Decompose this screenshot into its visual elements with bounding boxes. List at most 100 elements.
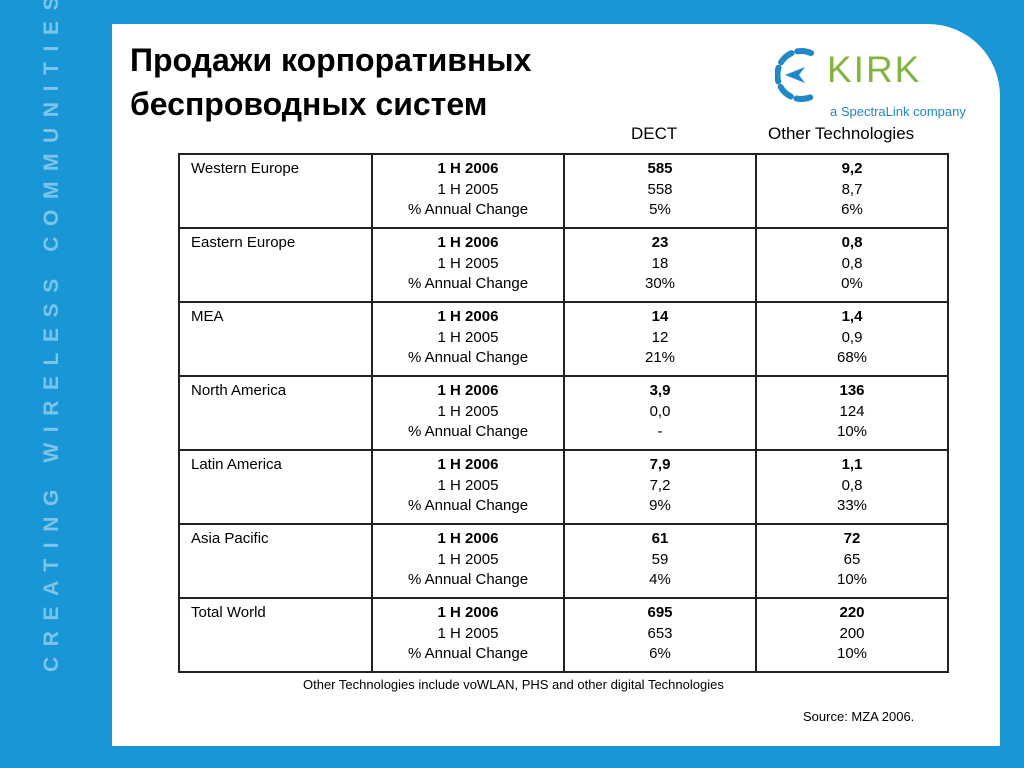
other-value: 124 (839, 402, 865, 420)
other-value: 9,2 (841, 160, 863, 177)
metric-label: 1 H 2006 (437, 160, 499, 177)
other-value: 10% (836, 571, 868, 588)
dect-value: 4% (649, 571, 671, 588)
dect-value: 558 (647, 180, 673, 198)
metric-label: 1 H 2006 (437, 456, 499, 473)
dect-value: 5% (649, 201, 671, 218)
dect-value: 61 (651, 530, 669, 547)
dect-value-cell: 23 18 30% (563, 227, 757, 303)
other-value: 0,9 (841, 328, 863, 346)
dect-value-cell: 695 653 6% (563, 597, 757, 673)
title-line-1: Продажи корпоративных (130, 42, 532, 78)
dect-value: - (657, 423, 663, 440)
table-row: North America 1 H 2006 1 H 2005 % Annual Ch… (178, 375, 949, 451)
other-value: 6% (841, 201, 863, 218)
other-value: 72 (843, 530, 861, 547)
slide-title: Продажи корпоративных беспроводных систе… (130, 38, 531, 126)
table-row: Western Europe 1 H 2006 1 H 2005 % Annual C… (178, 153, 949, 229)
metric-label: % Annual Change (407, 497, 529, 514)
sales-table: Western Europe 1 H 2006 1 H 2005 % Annual C… (178, 153, 949, 673)
metric-cell: 1 H 2006 1 H 2005 % Annual Change (371, 449, 565, 525)
other-value-cell: 1,1 0,8 33% (755, 449, 949, 525)
metric-cell: 1 H 2006 1 H 2005 % Annual Change (371, 523, 565, 599)
other-value: 33% (836, 497, 868, 514)
title-line-2: беспроводных систем (130, 86, 488, 122)
other-value: 1,4 (841, 308, 863, 325)
dect-value: 14 (651, 308, 669, 325)
other-value: 0% (841, 275, 863, 292)
kirk-logo-mark-icon (775, 48, 814, 102)
dect-value-cell: 3,9 0,0 - (563, 375, 757, 451)
dect-value: 30% (644, 275, 676, 292)
dect-value: 7,2 (649, 476, 671, 494)
metric-label: 1 H 2006 (437, 382, 499, 399)
metric-label: % Annual Change (407, 275, 529, 292)
dect-value: 21% (644, 349, 676, 366)
other-value: 68% (836, 349, 868, 366)
table-row: Eastern Europe 1 H 2006 1 H 2005 % Annual C… (178, 227, 949, 303)
region-cell: Latin America (178, 449, 373, 525)
other-value: 8,7 (841, 180, 863, 198)
other-value: 220 (839, 604, 865, 621)
column-header-other: Other Technologies (768, 124, 915, 143)
dect-value: 23 (651, 234, 669, 251)
other-value: 10% (836, 423, 868, 440)
dect-value: 59 (651, 550, 669, 568)
dect-value-cell: 7,9 7,2 9% (563, 449, 757, 525)
dect-value: 18 (651, 254, 669, 272)
other-value-cell: 220 200 10% (755, 597, 949, 673)
sidebar-tagline: CREATING WIRELESS COMMUNITIES (40, 0, 63, 672)
metric-label: 1 H 2005 (437, 180, 499, 198)
metric-label: 1 H 2005 (437, 476, 499, 494)
metric-label: 1 H 2006 (437, 234, 499, 251)
region-cell: Asia Pacific (178, 523, 373, 599)
metric-label: 1 H 2005 (437, 550, 499, 568)
metric-cell: 1 H 2006 1 H 2005 % Annual Change (371, 227, 565, 303)
other-value: 10% (836, 645, 868, 662)
table-row: Latin America 1 H 2006 1 H 2005 % Annual Ch… (178, 449, 949, 525)
metric-label: 1 H 2005 (437, 402, 499, 420)
table-row: MEA 1 H 2006 1 H 2005 % Annual Change 14 12 21… (178, 301, 949, 377)
table-row: Total World 1 H 2006 1 H 2005 % Annual Chan… (178, 597, 949, 673)
metric-label: % Annual Change (407, 645, 529, 662)
metric-cell: 1 H 2006 1 H 2005 % Annual Change (371, 597, 565, 673)
kirk-logo-tagline: a SpectraLink company (830, 104, 966, 119)
kirk-logo-word: KIRK (827, 49, 922, 90)
metric-cell: 1 H 2006 1 H 2005 % Annual Change (371, 301, 565, 377)
dect-value: 0,0 (649, 402, 671, 420)
dect-value: 6% (649, 645, 671, 662)
dect-value: 9% (649, 497, 671, 514)
other-value-cell: 0,8 0,8 0% (755, 227, 949, 303)
other-value-cell: 1,4 0,9 68% (755, 301, 949, 377)
other-value-cell: 9,2 8,7 6% (755, 153, 949, 229)
source-note: Source: MZA 2006. (803, 709, 915, 724)
metric-label: % Annual Change (407, 423, 529, 440)
dect-value: 3,9 (649, 382, 671, 399)
table-row: Asia Pacific 1 H 2006 1 H 2005 % Annual Cha… (178, 523, 949, 599)
metric-label: 1 H 2006 (437, 604, 499, 621)
dect-value: 653 (647, 624, 673, 642)
dect-value: 695 (647, 604, 673, 621)
footnote: Other Technologies include voWLAN, PHS a… (303, 677, 724, 692)
metric-label: 1 H 2005 (437, 254, 499, 272)
dect-value: 585 (647, 160, 673, 177)
other-value: 0,8 (841, 254, 863, 272)
metric-cell: 1 H 2006 1 H 2005 % Annual Change (371, 375, 565, 451)
metric-label: % Annual Change (407, 571, 529, 588)
column-header-dect: DECT (631, 124, 678, 143)
metric-cell: 1 H 2006 1 H 2005 % Annual Change (371, 153, 565, 229)
metric-label: 1 H 2006 (437, 308, 499, 325)
metric-label: % Annual Change (407, 201, 529, 218)
metric-label: % Annual Change (407, 349, 529, 366)
dect-value: 7,9 (649, 456, 671, 473)
dect-value-cell: 61 59 4% (563, 523, 757, 599)
other-value: 0,8 (841, 234, 863, 251)
other-value: 0,8 (841, 476, 863, 494)
metric-label: 1 H 2005 (437, 328, 499, 346)
region-cell: Total World (178, 597, 373, 673)
kirk-logo: KIRK a SpectraLink company (775, 45, 990, 125)
other-value: 1,1 (841, 456, 863, 473)
dect-value-cell: 14 12 21% (563, 301, 757, 377)
region-cell: North America (178, 375, 373, 451)
other-value-cell: 72 65 10% (755, 523, 949, 599)
